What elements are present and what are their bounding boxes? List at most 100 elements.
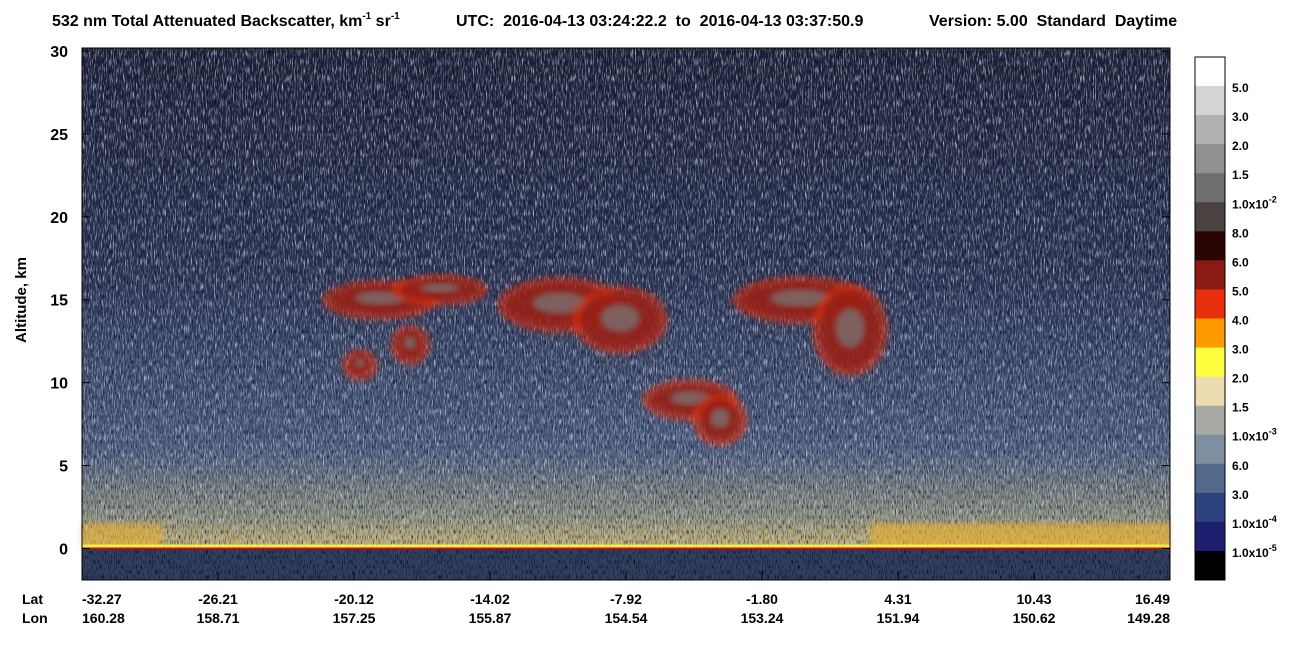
lon-label: 150.62	[1013, 610, 1056, 626]
curtain-image	[82, 48, 1170, 580]
colorbar-label-exponent: -5	[1269, 543, 1277, 553]
lat-label: -1.80	[746, 591, 778, 607]
colorbar-segment	[1195, 550, 1225, 581]
colorbar-segment	[1195, 173, 1225, 203]
colorbar-label: 3.0	[1232, 343, 1249, 357]
colorbar-segment	[1195, 115, 1225, 145]
colorbar-label: 1.5	[1232, 168, 1249, 182]
colorbar-segment	[1195, 492, 1225, 523]
colorbar-label: 3.0	[1232, 110, 1249, 124]
colorbar-label-base: 1.5	[1232, 401, 1249, 415]
colorbar-label: 1.0x10-2	[1232, 194, 1277, 211]
colorbar-label-base: 8.0	[1232, 226, 1249, 240]
colorbar-segment	[1195, 289, 1225, 319]
colorbar-segment	[1195, 463, 1225, 494]
cloud-center	[420, 283, 460, 293]
colorbar-segment	[1195, 202, 1225, 232]
colorbar-label-base: 6.0	[1232, 255, 1249, 269]
colorbar-label-base: 3.0	[1232, 488, 1249, 502]
colorbar-label-base: 3.0	[1232, 343, 1249, 357]
colorbar-label: 6.0	[1232, 459, 1249, 473]
colorbar-segment	[1195, 57, 1225, 87]
colorbar-label: 8.0	[1232, 226, 1249, 240]
colorbar-label: 1.5	[1232, 401, 1249, 415]
colorbar-label: 2.0	[1232, 139, 1249, 153]
colorbar-label: 3.0	[1232, 488, 1249, 502]
colorbar-label: 5.0	[1232, 284, 1249, 298]
colorbar-label-base: 5.0	[1232, 81, 1249, 95]
lat-label: -14.02	[470, 591, 510, 607]
lon-label: 160.28	[82, 610, 125, 626]
colorbar-segment	[1195, 260, 1225, 290]
y-tick-label: 10	[50, 376, 68, 393]
colorbar-segment	[1195, 86, 1225, 116]
lon-label: 153.24	[741, 610, 784, 626]
title-text: 532 nm Total Attenuated Backscatter, km	[52, 13, 362, 30]
cloud-center	[404, 336, 416, 350]
boundary-layer	[870, 523, 1170, 549]
title-sup: -1	[362, 11, 371, 22]
colorbar-frame	[1194, 56, 1226, 581]
surface-band	[82, 544, 1170, 549]
lat-label: -20.12	[334, 591, 374, 607]
colorbar-segment	[1195, 144, 1225, 174]
colorbar-segment	[1195, 347, 1225, 378]
lon-label: 158.71	[197, 610, 240, 626]
lon-label: 157.25	[333, 610, 376, 626]
lon-label: 155.87	[469, 610, 512, 626]
y-tick-label: 25	[50, 127, 68, 144]
cloud-center	[600, 304, 640, 332]
colorbar-label-base: 4.0	[1232, 314, 1249, 328]
colorbar-label: 5.0	[1232, 81, 1249, 95]
boundary-layer	[82, 523, 162, 549]
colorbar-label: 1.0x10-3	[1232, 427, 1277, 444]
time-info: UTC: 2016-04-13 03:24:22.2 to 2016-04-13…	[456, 13, 863, 30]
colorbar-segment	[1195, 521, 1225, 552]
colorbar-label: 2.0	[1232, 372, 1249, 386]
colorbar-label-exponent: -4	[1269, 514, 1277, 524]
y-tick-label: 5	[59, 459, 68, 476]
lat-label: -7.92	[610, 591, 642, 607]
colorbar-label-base: 2.0	[1232, 139, 1249, 153]
x-row-label: Lat	[22, 591, 43, 607]
cloud-center	[532, 292, 588, 314]
lat-label: 4.31	[884, 591, 911, 607]
lat-label: 16.49	[1135, 591, 1170, 607]
y-tick-label: 15	[50, 293, 68, 310]
colorbar-label-exponent: -3	[1269, 427, 1277, 437]
colorbar-segment	[1195, 231, 1225, 261]
colorbar-label: 4.0	[1232, 314, 1249, 328]
colorbar-label: 6.0	[1232, 255, 1249, 269]
colorbar-label-base: 1.5	[1232, 168, 1249, 182]
colorbar-label-base: 1.0x10	[1232, 546, 1269, 560]
cloud-center	[670, 390, 710, 406]
chart-title: 532 nm Total Attenuated Backscatter, km-…	[52, 11, 400, 30]
cloud-center	[770, 289, 830, 307]
colorbar-label-base: 5.0	[1232, 284, 1249, 298]
colorbar-label-base: 1.0x10	[1232, 430, 1269, 444]
y-axis-label: Altitude, km	[13, 257, 30, 343]
cloud-center	[710, 408, 730, 428]
y-tick-label: 0	[59, 541, 68, 558]
colorbar-label-exponent: -2	[1269, 194, 1277, 204]
lat-label: -26.21	[198, 591, 238, 607]
x-row-label: Lon	[22, 610, 48, 626]
colorbar-label-base: 1.0x10	[1232, 197, 1269, 211]
lon-label: 151.94	[877, 610, 920, 626]
colorbar-segment	[1195, 376, 1225, 407]
title-sup: -1	[391, 11, 400, 22]
colorbar-segment	[1195, 434, 1225, 465]
y-tick-label: 20	[50, 210, 68, 227]
colorbar-label-base: 2.0	[1232, 372, 1249, 386]
lat-label: 10.43	[1016, 591, 1051, 607]
lon-label: 149.28	[1127, 610, 1170, 626]
lon-label: 154.54	[605, 610, 648, 626]
colorbar-label: 1.0x10-5	[1232, 543, 1277, 560]
y-tick-label: 30	[50, 44, 68, 61]
colorbar-label-base: 3.0	[1232, 110, 1249, 124]
lat-label: -32.27	[82, 591, 122, 607]
cloud-center	[835, 308, 865, 348]
colorbar-label-base: 6.0	[1232, 459, 1249, 473]
